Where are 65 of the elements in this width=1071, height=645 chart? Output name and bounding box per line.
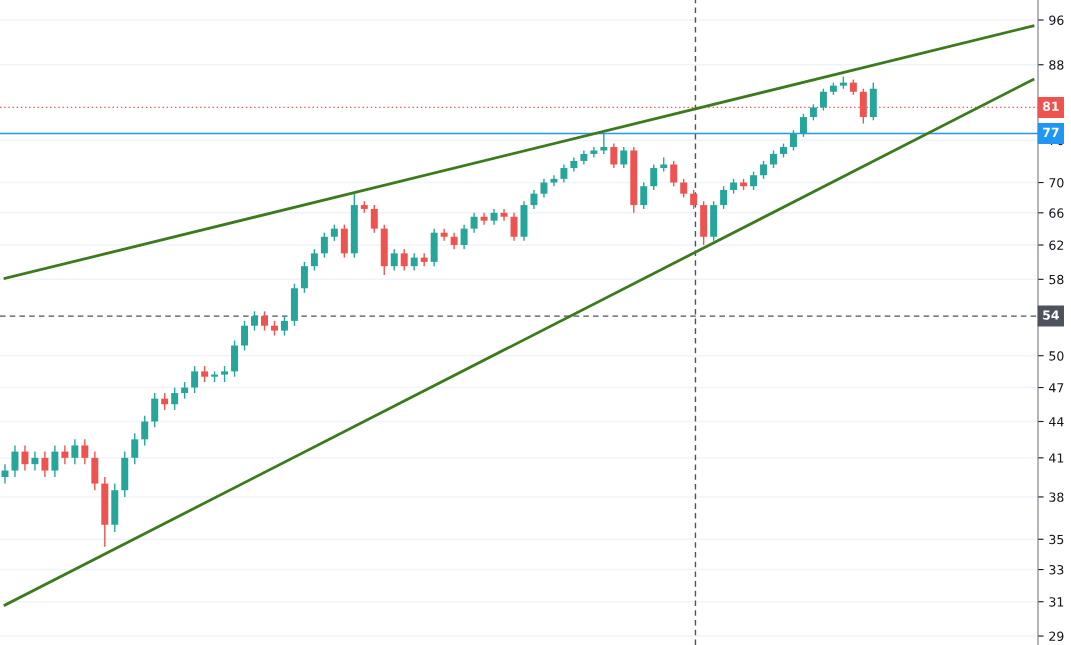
- candlestick: [540, 178, 548, 199]
- candlestick: [21, 444, 29, 472]
- candlestick: [280, 315, 288, 337]
- candlestick: [610, 142, 618, 169]
- y-tick-label: 33: [1049, 565, 1064, 575]
- candlestick: [71, 438, 79, 465]
- candlestick: [640, 181, 648, 210]
- candlestick: [470, 212, 478, 234]
- candlestick: [241, 320, 249, 352]
- y-tick-label: 47: [1049, 383, 1064, 393]
- ref-line-label: 81: [1042, 101, 1059, 112]
- candlestick: [440, 227, 448, 242]
- y-tick-label: 62: [1049, 240, 1064, 250]
- candlestick: [530, 189, 538, 210]
- y-tick-label: 38: [1049, 492, 1064, 502]
- candlestick: [420, 252, 428, 267]
- candlestick: [690, 189, 698, 210]
- candlestick: [720, 185, 728, 210]
- candlestick: [510, 212, 518, 242]
- y-tick-label: 35: [1049, 534, 1064, 545]
- y-tick-label: 88: [1049, 60, 1064, 70]
- candlestick: [789, 129, 797, 152]
- candlestick: [460, 223, 468, 250]
- candlestick: [320, 231, 328, 259]
- candlestick: [151, 392, 159, 429]
- y-tick-label: 50: [1049, 351, 1064, 361]
- candlestick: [11, 444, 19, 478]
- candlestick: [61, 444, 69, 465]
- candlestick: [191, 365, 199, 394]
- candlestick: [500, 208, 508, 222]
- candlestick: [390, 248, 398, 272]
- candlestick: [620, 146, 628, 169]
- candlestick: [41, 450, 49, 478]
- candlestick: [680, 178, 688, 199]
- candlestick: [550, 174, 558, 187]
- y-tick-label: 58: [1049, 274, 1064, 285]
- y-tick-label: 70: [1049, 178, 1064, 188]
- candlestick: [650, 163, 658, 191]
- y-tick-label: 31: [1049, 597, 1064, 607]
- candlestick: [400, 248, 408, 272]
- candlestick: [31, 450, 39, 472]
- y-tick-label: 44: [1049, 417, 1064, 427]
- y-tick-label: 29: [1049, 631, 1064, 641]
- ref-line-label: 54: [1043, 310, 1059, 320]
- candlestick: [261, 310, 268, 332]
- candlestick: [819, 88, 827, 112]
- y-tick-label: 66: [1049, 208, 1064, 218]
- candlestick: [480, 212, 488, 226]
- y-tick-label: 96: [1049, 15, 1064, 25]
- candlestick: [750, 170, 758, 191]
- candlestick: [131, 432, 139, 465]
- candlestick: [81, 438, 89, 465]
- candlestick: [171, 386, 179, 411]
- ref-line-label: 77: [1042, 127, 1059, 137]
- candlestick: [251, 310, 258, 332]
- candlestick: [799, 113, 807, 138]
- candlestick: [370, 204, 378, 234]
- candlestick: [310, 248, 318, 272]
- candlestick: [141, 414, 149, 447]
- candlestick: [560, 163, 568, 184]
- candlestick: [51, 444, 59, 478]
- y-tick-label: 41: [1049, 453, 1064, 463]
- candlestick: [670, 160, 678, 187]
- candlestick: [300, 261, 308, 294]
- candlestick: [1, 463, 9, 485]
